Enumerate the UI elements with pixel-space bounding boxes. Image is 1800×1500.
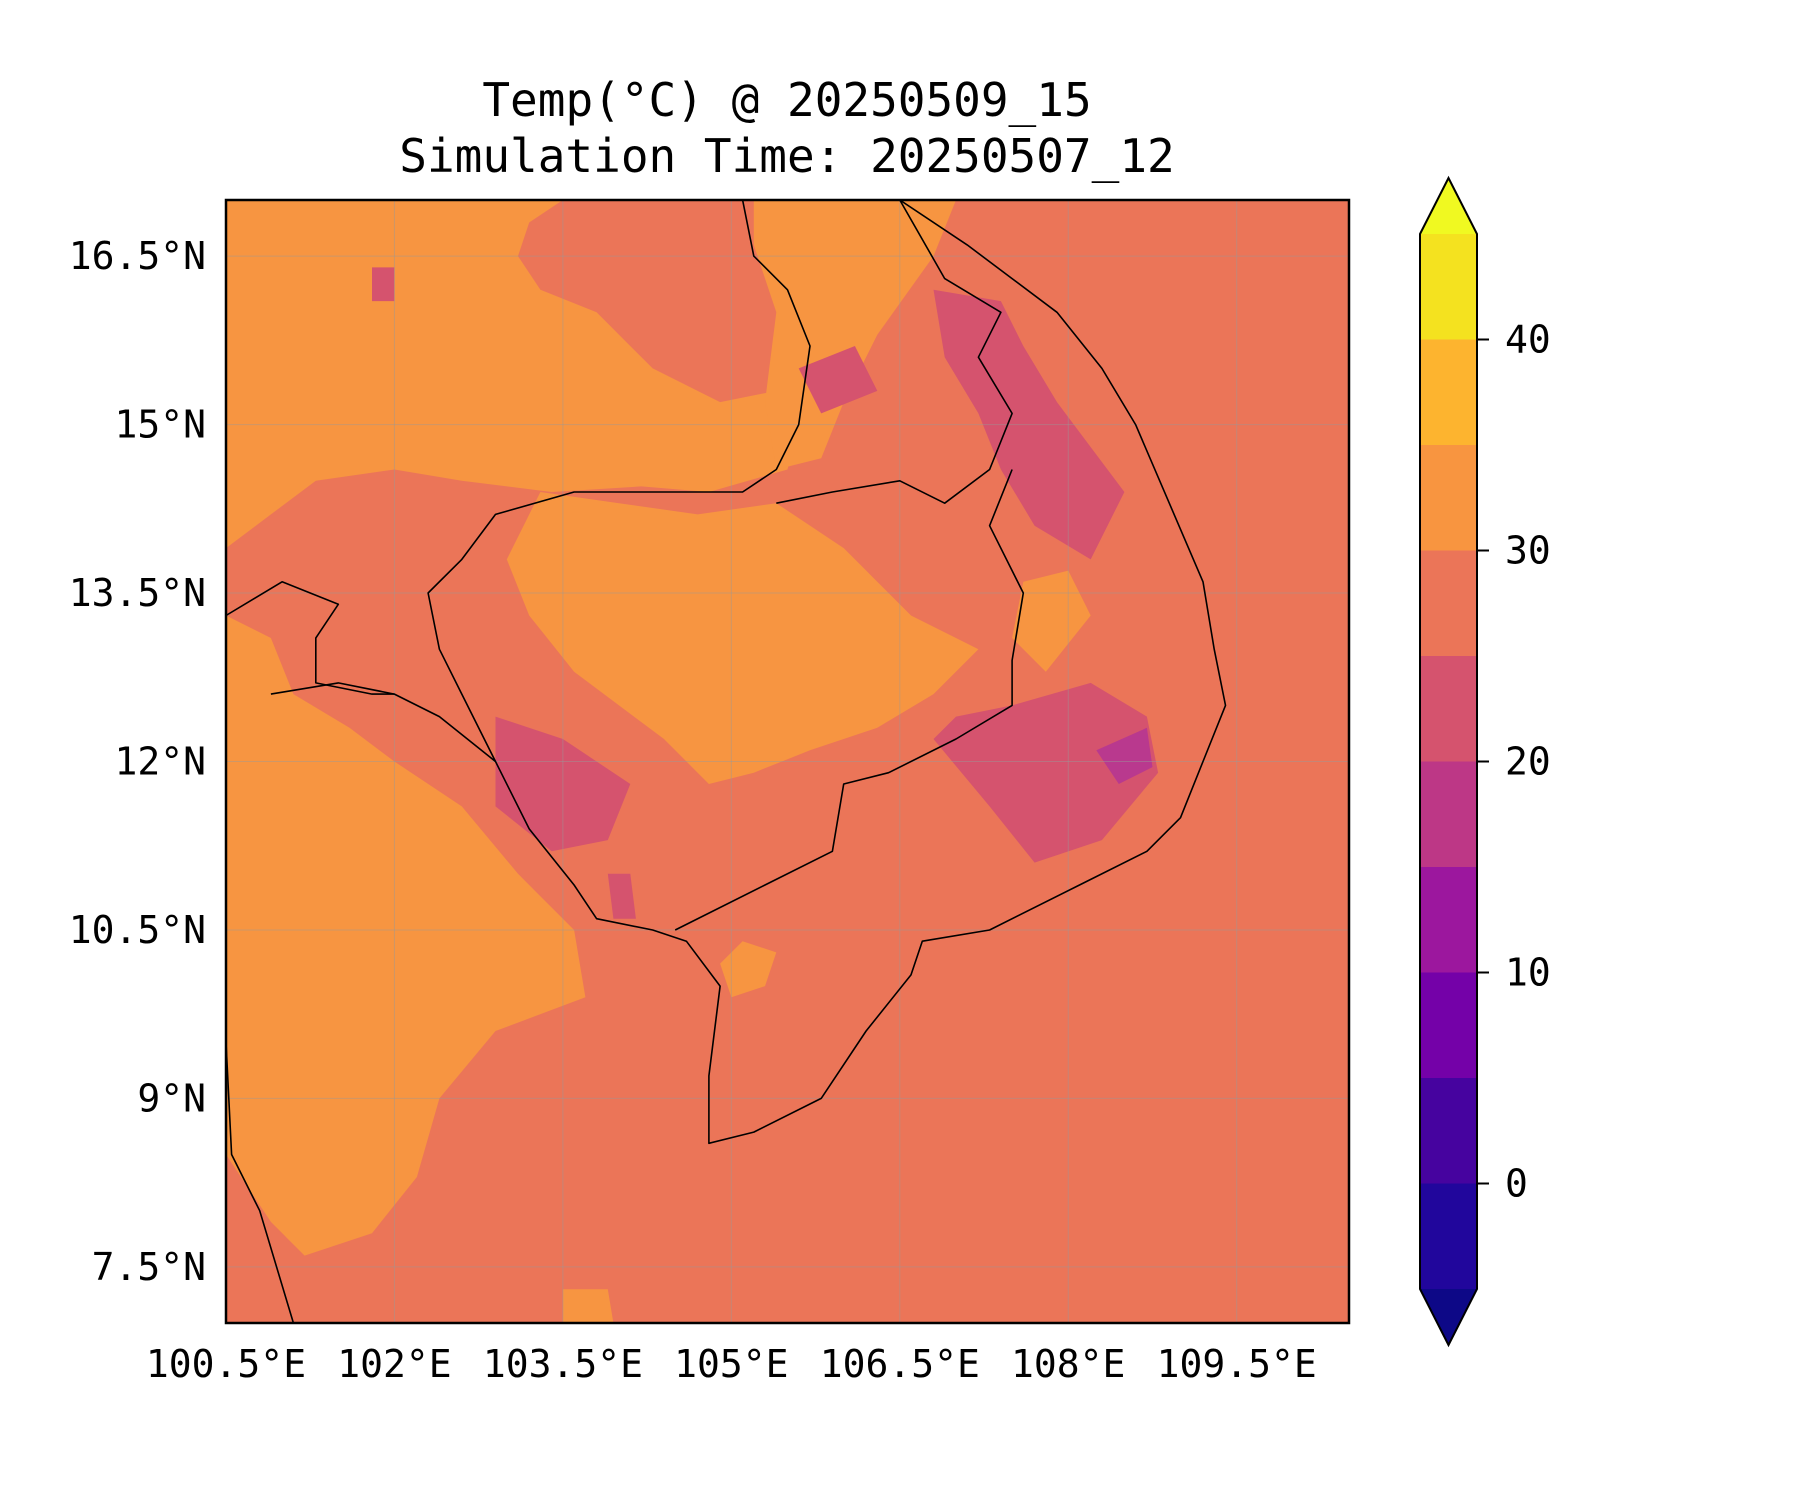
- lon-tick-label: 100.5°E: [146, 1342, 306, 1386]
- colorbar-tick-label: 40: [1505, 318, 1551, 362]
- contour-region-25c-11: [607, 873, 636, 919]
- map-gridlines: [226, 200, 1349, 1323]
- temperature-contours: [226, 200, 1159, 1323]
- country-border: [226, 580, 395, 695]
- lon-tick-label: 108°E: [1011, 1342, 1125, 1386]
- latitude-tick-labels: 16.5°N 15°N 13.5°N 12°N 10.5°N 9°N 7.5°N: [69, 234, 206, 1289]
- lat-tick-label: 13.5°N: [69, 571, 206, 615]
- colorbar-outline: [1419, 175, 1478, 1348]
- lat-tick-label: 10.5°N: [69, 908, 206, 952]
- colorbar-bin: [1420, 1078, 1477, 1184]
- colorbar-bin: [1420, 972, 1477, 1078]
- contour-region-20c-13: [1096, 727, 1153, 784]
- lon-tick-label: 106.5°E: [820, 1342, 980, 1386]
- contour-region-30c-3: [226, 615, 586, 1256]
- colorbar-bin: [1420, 445, 1477, 551]
- lat-tick-label: 9°N: [137, 1076, 206, 1120]
- lon-tick-label: 109.5°E: [1157, 1342, 1317, 1386]
- longitude-tick-labels: 100.5°E 102°E 103.5°E 105°E 106.5°E 108°E 109.…: [146, 1342, 1317, 1386]
- contour-region-25c-9: [933, 682, 1159, 863]
- map-panel: [224, 198, 1351, 1325]
- colorbar-tick-label: 0: [1505, 1162, 1528, 1206]
- contour-region-30c-5: [720, 941, 777, 998]
- contour-region-30c-4: [562, 1289, 614, 1323]
- figure-title-line-1: Temp(°C) @ 20250509_15: [482, 73, 1091, 127]
- lat-tick-label: 12°N: [114, 740, 206, 784]
- colorbar-tick-label: 20: [1505, 740, 1551, 784]
- colorbar-bin: [1420, 550, 1477, 656]
- contour-region-25c-12: [372, 267, 395, 302]
- contour-region-25c-8: [495, 716, 631, 852]
- lon-tick-label: 102°E: [337, 1342, 451, 1386]
- country-border: [427, 200, 811, 762]
- contour-region-25c-7: [933, 289, 1125, 560]
- contour-region-30c-0: [226, 200, 799, 549]
- colorbar: 0 10 20 30 40: [1419, 175, 1551, 1348]
- colorbar-tick-label: 30: [1505, 529, 1551, 573]
- contour-region-25c-10: [798, 346, 878, 414]
- colorbar-bin: [1420, 339, 1477, 445]
- colorbar-bin: [1420, 234, 1477, 340]
- lon-tick-label: 103.5°E: [483, 1342, 643, 1386]
- colorbar-bin: [1420, 656, 1477, 762]
- contour-region-30c-1: [753, 200, 956, 470]
- country-border: [776, 200, 1013, 505]
- colorbar-under-arrow: [1420, 1289, 1477, 1345]
- colorbar-bin: [1420, 867, 1477, 973]
- country-border: [674, 469, 1025, 931]
- coastline: [226, 1042, 295, 1323]
- contour-region-30c-6: [1012, 570, 1091, 672]
- lat-tick-label: 7.5°N: [92, 1245, 206, 1289]
- lon-tick-label: 105°E: [674, 1342, 788, 1386]
- colorbar-tick-label: 10: [1505, 951, 1551, 995]
- figure-title-line-2: Simulation Time: 20250507_12: [399, 129, 1174, 183]
- lat-tick-label: 16.5°N: [69, 234, 206, 278]
- coastline: [270, 200, 1227, 1145]
- map-frame: [224, 198, 1351, 1325]
- coastlines-and-borders: [226, 200, 1227, 1323]
- colorbar-over-arrow: [1420, 178, 1477, 234]
- colorbar-bin: [1420, 1183, 1477, 1289]
- lat-tick-label: 15°N: [114, 403, 206, 447]
- contour-region-30c-2: [506, 492, 979, 784]
- colorbar-bin: [1420, 761, 1477, 867]
